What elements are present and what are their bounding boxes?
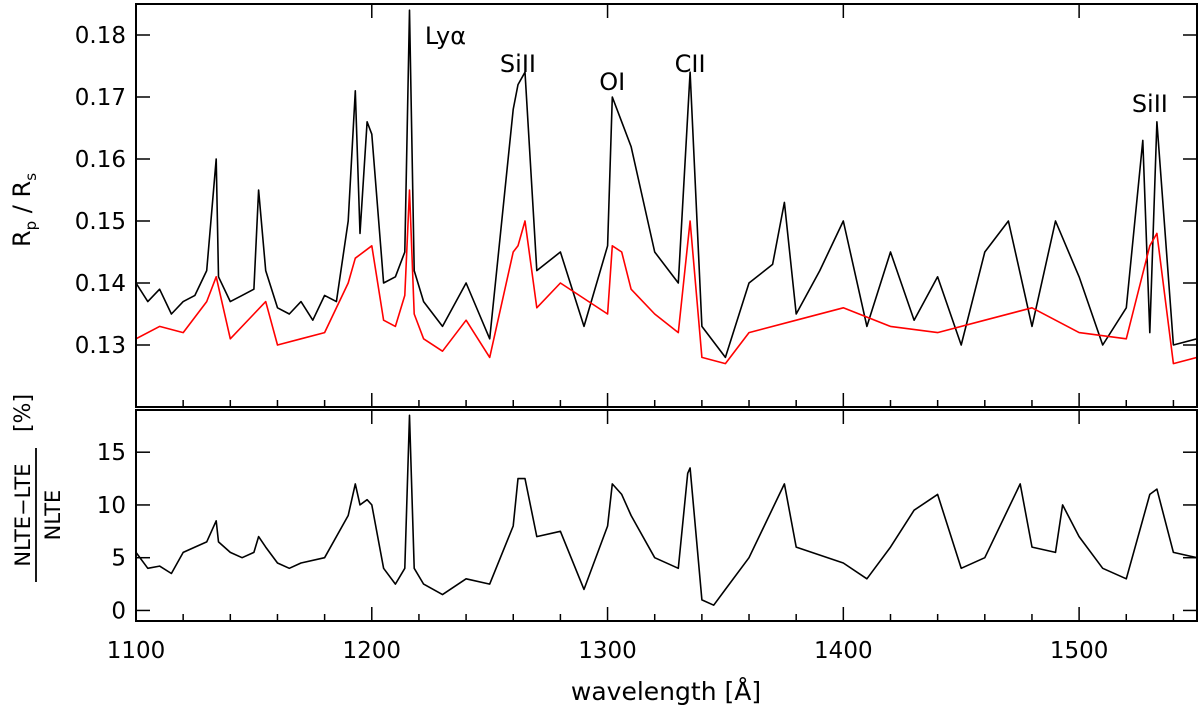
top-series-group <box>136 9 1197 365</box>
bottom-ytick-label: 5 <box>111 546 126 572</box>
bottom-series-group <box>136 414 1197 607</box>
top-series-1-line <box>136 189 1197 365</box>
bottom-xtick-label: 1100 <box>107 638 166 664</box>
bottom-ticks: 0 5 10 15 1100 1200 1300 1400 1500 <box>97 410 1197 664</box>
bottom-ylabel-numerator: NLTE−LTE <box>11 463 35 566</box>
bottom-xtick-label: 1300 <box>578 638 637 664</box>
bottom-ytick-label: 0 <box>111 598 126 624</box>
bottom-xtick-label: 1500 <box>1050 638 1109 664</box>
annotation-ly-label: Lyα <box>425 22 466 50</box>
bottom-xtick-label: 1200 <box>343 638 402 664</box>
top-ytick-label: 0.13 <box>75 333 126 359</box>
top-series-0-line <box>136 9 1197 359</box>
bottom-xtick-label: 1400 <box>814 638 873 664</box>
bottom-series-0-line <box>136 414 1197 607</box>
top-ytick-label: 0.15 <box>75 209 126 235</box>
top-panel: 0.13 0.14 0.15 0.16 0.17 0.18 Lyα SiII OI CII SiI… <box>8 3 1198 408</box>
annotation-siii-label: SiII <box>1132 90 1168 118</box>
bottom-ytick-label: 15 <box>97 440 126 466</box>
annotation-siii-label: SiII <box>500 50 536 78</box>
annotation-oi-label: OI <box>599 68 625 96</box>
bottom-y-axis-label: NLTE−LTE NLTE [%] <box>11 394 65 582</box>
bottom-ylabel-unit: [%] <box>11 394 36 432</box>
top-ytick-label: 0.17 <box>75 85 126 111</box>
top-plot-frame <box>135 3 1198 408</box>
bottom-panel: 0 5 10 15 1100 1200 1300 1400 1500 NLTE−LTE NLTE… <box>11 394 1198 706</box>
line-annotations: Lyα SiII OI CII SiII <box>425 22 1168 118</box>
top-ytick-label: 0.18 <box>75 23 126 49</box>
bottom-plot-frame <box>135 409 1198 622</box>
annotation-cii-label: CII <box>675 50 706 78</box>
top-ytick-label: 0.16 <box>75 147 126 173</box>
bottom-ylabel-denominator: NLTE <box>41 490 65 541</box>
top-ticks: 0.13 0.14 0.15 0.16 0.17 0.18 <box>75 4 1197 407</box>
x-axis-label: wavelength [Å] <box>571 677 761 706</box>
top-y-axis-label: Rp / Rs <box>8 173 40 247</box>
top-ytick-label: 0.14 <box>75 271 126 297</box>
bottom-ytick-label: 10 <box>97 493 126 519</box>
